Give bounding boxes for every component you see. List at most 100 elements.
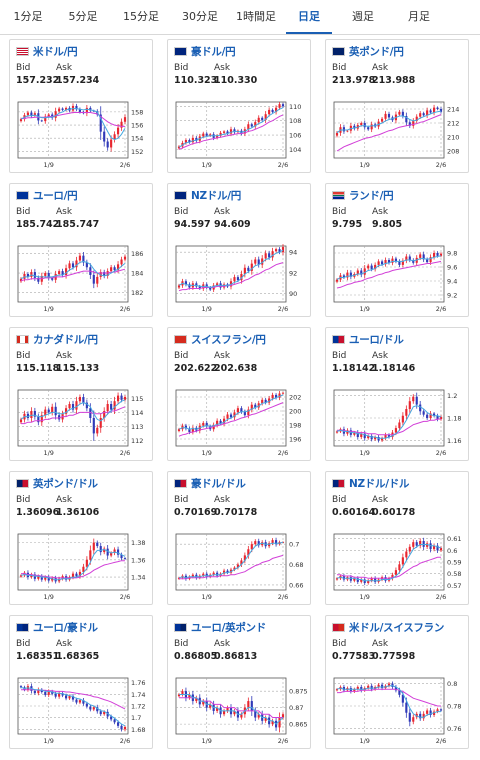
tab-5[interactable]: 日足 bbox=[286, 0, 332, 34]
candle-body bbox=[110, 267, 113, 272]
candle-body bbox=[106, 141, 109, 148]
x-tick-label: 2/6 bbox=[120, 593, 130, 601]
candle-body bbox=[120, 121, 123, 128]
candle-body bbox=[19, 575, 23, 577]
candle-body bbox=[30, 112, 33, 116]
candle-body bbox=[401, 694, 404, 703]
candle-body bbox=[113, 549, 116, 553]
y-tick-label: 202 bbox=[289, 394, 301, 402]
currency-pair-title[interactable]: NZドル/円 bbox=[191, 190, 241, 202]
currency-card[interactable]: 英ポンド/円 Bid 213.978 Ask 213.988 214 212 210 208 1/… bbox=[325, 39, 469, 173]
currency-card[interactable]: ユーロ/円 Bid 185.742 Ask 185.747 186 184 182 1/9 2/6 bbox=[9, 183, 153, 317]
currency-card[interactable]: NZドル/円 Bid 94.597 Ask 94.609 94 92 90 1/9 2/6 bbox=[167, 183, 311, 317]
y-tick-label: 0.59 bbox=[447, 559, 461, 567]
candle-body bbox=[106, 271, 109, 276]
y-tick-label: 0.875 bbox=[289, 688, 308, 696]
y-tick-label: 110 bbox=[289, 103, 301, 111]
currency-card[interactable]: NZドル/ドル Bid 0.60164 Ask 0.60178 0.61 0.6 0.59 0.… bbox=[325, 471, 469, 605]
gb-flag-icon bbox=[332, 47, 345, 56]
currency-pair-title[interactable]: 米ドル/円 bbox=[33, 46, 78, 58]
currency-pair-title[interactable]: カナダドル/円 bbox=[33, 334, 98, 346]
candle-body bbox=[37, 689, 40, 694]
currency-card[interactable]: カナダドル/円 Bid 115.118 Ask 115.133 115 114 113 112 1… bbox=[9, 327, 153, 461]
tab-2[interactable]: 15分足 bbox=[123, 10, 159, 23]
currency-pair-title[interactable]: スイスフラン/円 bbox=[191, 334, 266, 346]
currency-card[interactable]: 英ポンド/ドル Bid 1.36096 Ask 1.36106 1.38 1.36 1.34 1… bbox=[9, 471, 153, 605]
candle-body bbox=[26, 274, 30, 277]
tab-7[interactable]: 月足 bbox=[408, 10, 430, 23]
candle-body bbox=[113, 134, 116, 140]
candle-body bbox=[123, 397, 127, 400]
currency-card[interactable]: 豪ドル/ドル Bid 0.70169 Ask 0.70178 0.7 0.68 0.66 1/9… bbox=[167, 471, 311, 605]
candle-body bbox=[71, 573, 75, 578]
bid-label: Bid bbox=[174, 207, 189, 217]
candle-body bbox=[44, 116, 47, 122]
candle-body bbox=[405, 256, 408, 261]
candle-body bbox=[436, 107, 439, 109]
currency-pair-title[interactable]: ユーロ/英ポンド bbox=[191, 622, 266, 634]
candle-body bbox=[113, 267, 116, 271]
currency-card[interactable]: ランド/円 Bid 9.795 Ask 9.805 9.8 9.6 9.4 9.2 1/9 2/6 bbox=[325, 183, 469, 317]
candle-body bbox=[103, 131, 106, 142]
ma-long-line bbox=[20, 268, 126, 282]
candle-body bbox=[387, 260, 391, 263]
bid-label: Bid bbox=[332, 63, 347, 73]
currency-pair-title[interactable]: ランド/円 bbox=[349, 190, 394, 202]
candle-body bbox=[233, 412, 236, 418]
candle-body bbox=[439, 548, 443, 551]
currency-card[interactable]: 豪ドル/円 Bid 110.323 Ask 110.330 110 108 106 104 1/9… bbox=[167, 39, 311, 173]
currency-card[interactable]: ユーロ/豪ドル Bid 1.68351 Ask 1.68365 1.76 1.74 1.72 1… bbox=[9, 615, 153, 749]
timeframe-tab-bar: 1分足 5分足 15分足 30分足 1時間足 日足 週足 月足 bbox=[0, 0, 480, 35]
candle-body bbox=[96, 427, 99, 434]
candle-body bbox=[240, 408, 243, 412]
currency-pair-title[interactable]: NZドル/ドル bbox=[349, 478, 410, 490]
candle-body bbox=[219, 420, 222, 424]
tab-1[interactable]: 5分足 bbox=[68, 10, 98, 23]
tab-3[interactable]: 30分足 bbox=[182, 10, 218, 23]
tab-0[interactable]: 1分足 bbox=[13, 10, 43, 23]
candle-body bbox=[99, 546, 102, 553]
candle-body bbox=[353, 125, 356, 129]
x-tick-label: 1/9 bbox=[359, 593, 369, 601]
candle-body bbox=[89, 107, 92, 111]
candle-body bbox=[439, 709, 443, 711]
candle-body bbox=[412, 542, 415, 547]
candle-body bbox=[40, 689, 43, 692]
price-chart: 186 184 182 1/9 2/6 bbox=[17, 245, 143, 313]
currency-pair-title[interactable]: ユーロ/豪ドル bbox=[33, 622, 98, 634]
tab-6[interactable]: 週足 bbox=[352, 10, 374, 23]
candle-body bbox=[64, 268, 68, 275]
currency-pair-title[interactable]: 米ドル/スイスフラン bbox=[349, 622, 445, 634]
candle-body bbox=[233, 277, 236, 282]
candle-body bbox=[408, 712, 411, 722]
y-tick-label: 1.36 bbox=[131, 556, 145, 564]
currency-card[interactable]: 米ドル/スイスフラン Bid 0.77583 Ask 0.77598 0.8 0.78 0.7… bbox=[325, 615, 469, 749]
currency-pair-title[interactable]: 英ポンド/ドル bbox=[33, 478, 98, 490]
currency-pair-title[interactable]: ユーロ/円 bbox=[33, 190, 78, 202]
currency-card[interactable]: ユーロ/ドル Bid 1.18142 Ask 1.18146 1.2 1.18 1.16 1/9… bbox=[325, 327, 469, 461]
y-tick-label: 0.76 bbox=[447, 725, 461, 733]
candle-body bbox=[120, 395, 123, 400]
y-tick-label: 9.6 bbox=[447, 264, 457, 272]
x-tick-label: 2/6 bbox=[436, 305, 446, 313]
candle-body bbox=[85, 107, 88, 114]
candle-body bbox=[432, 413, 436, 416]
currency-pair-title[interactable]: ユーロ/ドル bbox=[349, 334, 404, 346]
candle-body bbox=[78, 700, 82, 703]
candle-body bbox=[47, 691, 50, 695]
currency-card[interactable]: スイスフラン/円 Bid 202.622 Ask 202.638 202 200 198 196… bbox=[167, 327, 311, 461]
currency-card[interactable]: ユーロ/英ポンド Bid 0.86805 Ask 0.86813 0.875 0.87 0.8… bbox=[167, 615, 311, 749]
y-tick-label: 186 bbox=[131, 250, 143, 258]
candle-body bbox=[61, 108, 64, 110]
candle-body bbox=[257, 714, 260, 718]
currency-pair-title[interactable]: 豪ドル/ドル bbox=[191, 478, 246, 490]
candle-body bbox=[415, 396, 418, 405]
currency-pair-title[interactable]: 英ポンド/円 bbox=[349, 46, 404, 58]
candle-body bbox=[412, 396, 415, 402]
y-tick-label: 0.78 bbox=[447, 703, 461, 711]
price-chart: 0.7 0.68 0.66 1/9 2/6 bbox=[175, 533, 303, 601]
currency-pair-title[interactable]: 豪ドル/円 bbox=[191, 46, 236, 58]
currency-card[interactable]: 米ドル/円 Bid 157.232 Ask 157.234 158 156 154 152 1/9… bbox=[9, 39, 153, 173]
eu-au-flag-icon bbox=[16, 623, 29, 632]
tab-4[interactable]: 1時間足 bbox=[236, 10, 276, 23]
